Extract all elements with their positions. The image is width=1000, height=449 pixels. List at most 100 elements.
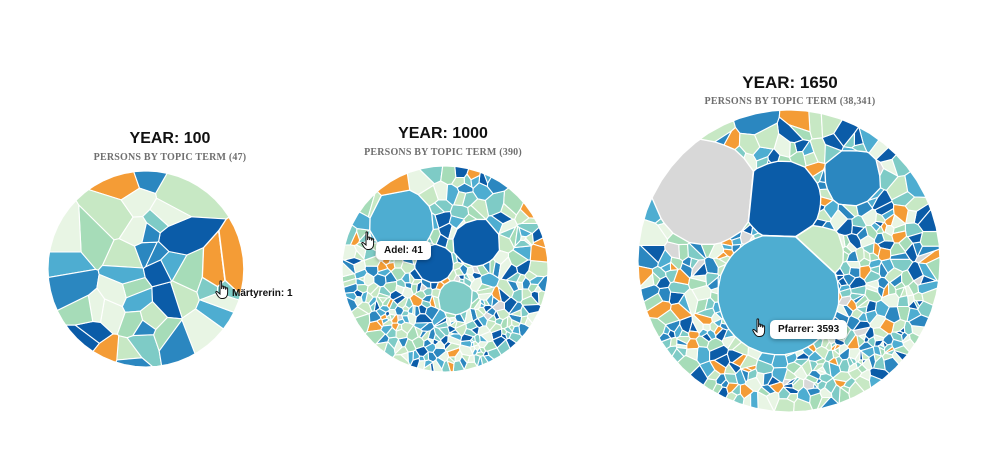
voronoi-cell[interactable] [851,224,865,236]
voronoi-cell[interactable] [49,199,82,253]
voronoi-cell[interactable] [446,360,455,373]
voronoi-cell[interactable] [466,266,475,276]
voronoi-cell[interactable] [850,285,867,296]
voronoi-cell[interactable] [454,166,470,179]
voronoi-cell[interactable] [738,132,761,156]
voronoi-cell[interactable] [529,243,549,263]
voronoi-cell[interactable] [696,346,711,366]
voronoi-cell[interactable] [513,239,532,249]
voronoi-cell[interactable] [452,261,464,271]
voronoi-cell[interactable] [908,314,930,328]
voronoi-cell[interactable] [404,338,417,353]
voronoi-cell[interactable] [669,336,678,348]
voronoi-cell[interactable] [846,250,859,263]
voronoi-cell[interactable] [500,263,519,281]
voronoi-cell[interactable] [820,196,834,207]
voronoi-cell[interactable] [820,113,843,139]
voronoi-cell[interactable] [392,354,411,367]
voronoi-cell[interactable] [448,333,463,342]
voronoi-cell[interactable] [921,287,938,306]
voronoi-cell[interactable] [706,337,725,352]
voronoi-cell[interactable] [832,316,836,321]
voronoi-cell[interactable] [808,369,822,380]
voronoi-cell[interactable] [803,151,819,167]
voronoi-cell[interactable] [789,141,798,158]
voronoi-cell[interactable] [777,386,791,400]
voronoi-cell[interactable] [859,350,864,361]
voronoi-cell[interactable] [345,296,359,313]
voronoi-cell[interactable] [429,361,435,372]
voronoi-cell[interactable] [717,264,726,276]
voronoi-cell[interactable] [643,292,664,312]
voronoi-cell[interactable] [96,273,127,308]
voronoi-cell[interactable] [120,187,158,218]
voronoi-cell[interactable] [429,228,441,245]
voronoi-cell[interactable] [892,203,909,225]
voronoi-cell[interactable] [497,286,511,304]
voronoi-cell[interactable] [470,289,480,305]
voronoi-cell[interactable] [750,390,759,410]
voronoi-cell[interactable] [470,341,475,348]
voronoi-cell[interactable] [804,161,826,178]
voronoi-cell[interactable] [479,334,489,343]
voronoi-cell[interactable] [846,298,858,312]
voronoi-cell[interactable] [406,168,435,196]
voronoi-cell[interactable] [891,230,908,244]
voronoi-cell[interactable] [718,255,731,264]
voronoi-cell[interactable] [354,313,371,335]
voronoi-cell[interactable] [56,294,94,326]
voronoi-cell[interactable] [879,340,885,348]
voronoi-cell[interactable] [881,352,894,361]
voronoi-cell[interactable] [364,329,386,345]
voronoi-cell[interactable] [449,320,458,329]
voronoi-cell[interactable] [666,232,690,246]
voronoi-cell[interactable] [685,348,699,362]
voronoi-cell[interactable] [868,139,889,160]
voronoi-cell[interactable] [816,181,828,191]
voronoi-cell[interactable] [524,317,533,328]
voronoi-cell[interactable] [863,270,882,284]
voronoi-cell[interactable] [505,330,512,340]
voronoi-cell[interactable] [846,315,861,331]
voronoi-cell[interactable] [430,281,439,291]
voronoi-cell[interactable] [463,327,478,338]
voronoi-cell[interactable] [476,264,490,277]
voronoi-cell[interactable] [891,318,907,333]
voronoi-cell[interactable] [496,339,511,356]
voronoi-cell[interactable] [802,378,815,391]
voronoi-cell[interactable] [793,358,810,367]
voronoi-cell[interactable] [815,357,827,365]
voronoi-cell[interactable] [750,226,759,236]
voronoi-cell[interactable] [788,124,813,142]
voronoi-cell[interactable] [417,184,439,207]
voronoi-cell[interactable] [414,313,433,324]
voronoi-cell[interactable] [149,197,193,227]
voronoi-cell[interactable] [783,382,794,389]
voronoi-cell[interactable] [461,353,471,364]
voronoi-cell[interactable] [453,191,467,207]
voronoi-cell[interactable] [828,361,842,379]
voronoi-cell[interactable] [868,187,885,201]
voronoi-cell[interactable] [853,126,864,147]
voronoi-cell[interactable] [895,286,905,299]
voronoi-cell[interactable] [484,190,505,217]
voronoi-cell[interactable] [687,242,706,261]
voronoi-cell[interactable] [412,349,421,361]
voronoi-cell[interactable] [887,281,897,296]
voronoi-cell[interactable] [375,308,387,318]
voronoi-cell[interactable] [453,274,461,283]
voronoi-cell[interactable] [814,345,830,360]
voronoi-cell[interactable] [531,226,544,244]
voronoi-cell[interactable] [529,275,545,286]
voronoi-cell[interactable] [902,338,916,353]
voronoi-cell[interactable] [145,241,170,268]
voronoi-cell[interactable] [857,364,868,374]
voronoi-cell[interactable] [519,201,535,219]
voronoi-cell[interactable] [767,148,781,164]
voronoi-cell[interactable] [687,330,700,340]
voronoi-cell[interactable] [919,230,940,247]
voronoi-cell[interactable] [341,261,355,278]
voronoi-cell[interactable] [470,174,481,189]
voronoi-cell[interactable] [726,349,744,364]
voronoi-cell[interactable] [132,319,157,337]
